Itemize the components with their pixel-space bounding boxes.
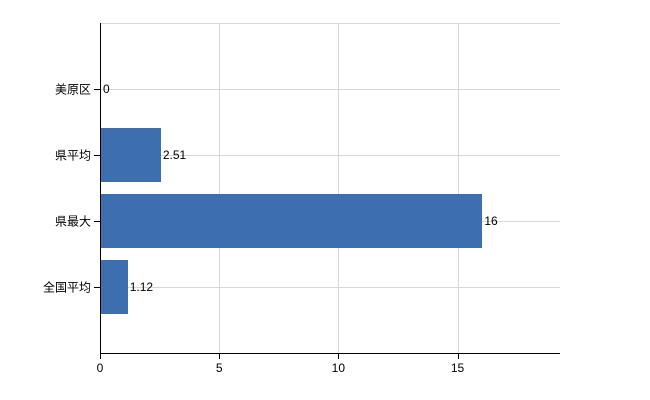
bar-value-label: 0 — [103, 82, 110, 96]
x-axis-tick — [457, 354, 459, 359]
y-axis-tick — [94, 155, 100, 156]
y-gridline — [101, 287, 560, 288]
category-label: 県平均 — [54, 148, 91, 163]
y-axis-line — [100, 23, 101, 358]
bar-value-label: 2.51 — [162, 148, 187, 162]
x-axis-tick — [338, 354, 340, 359]
x-gridline — [219, 23, 221, 353]
x-gridline — [457, 23, 459, 353]
y-axis-tick — [94, 287, 100, 288]
category-label: 全国平均 — [42, 280, 91, 295]
y-gridline — [101, 89, 560, 90]
bar-value-label: 16 — [484, 214, 498, 228]
y-gridline — [101, 155, 560, 156]
bar-県最大 — [101, 194, 483, 248]
plot-area — [100, 23, 560, 354]
y-axis-tick — [94, 89, 100, 90]
category-label: 県最大 — [54, 214, 91, 229]
bar-value-label: 1.12 — [129, 280, 154, 294]
x-axis-tick-label: 5 — [215, 361, 223, 375]
x-axis-tick — [219, 354, 221, 359]
x-axis-line — [100, 353, 560, 354]
x-gridline — [338, 23, 340, 353]
category-label: 美原区 — [54, 82, 91, 97]
bar-全国平均 — [101, 260, 128, 314]
x-axis-tick-label: 15 — [450, 361, 465, 375]
y-axis-tick — [94, 221, 100, 222]
x-axis-tick-label: 0 — [96, 361, 104, 375]
bar-県平均 — [101, 128, 161, 182]
x-axis-tick-label: 10 — [331, 361, 346, 375]
